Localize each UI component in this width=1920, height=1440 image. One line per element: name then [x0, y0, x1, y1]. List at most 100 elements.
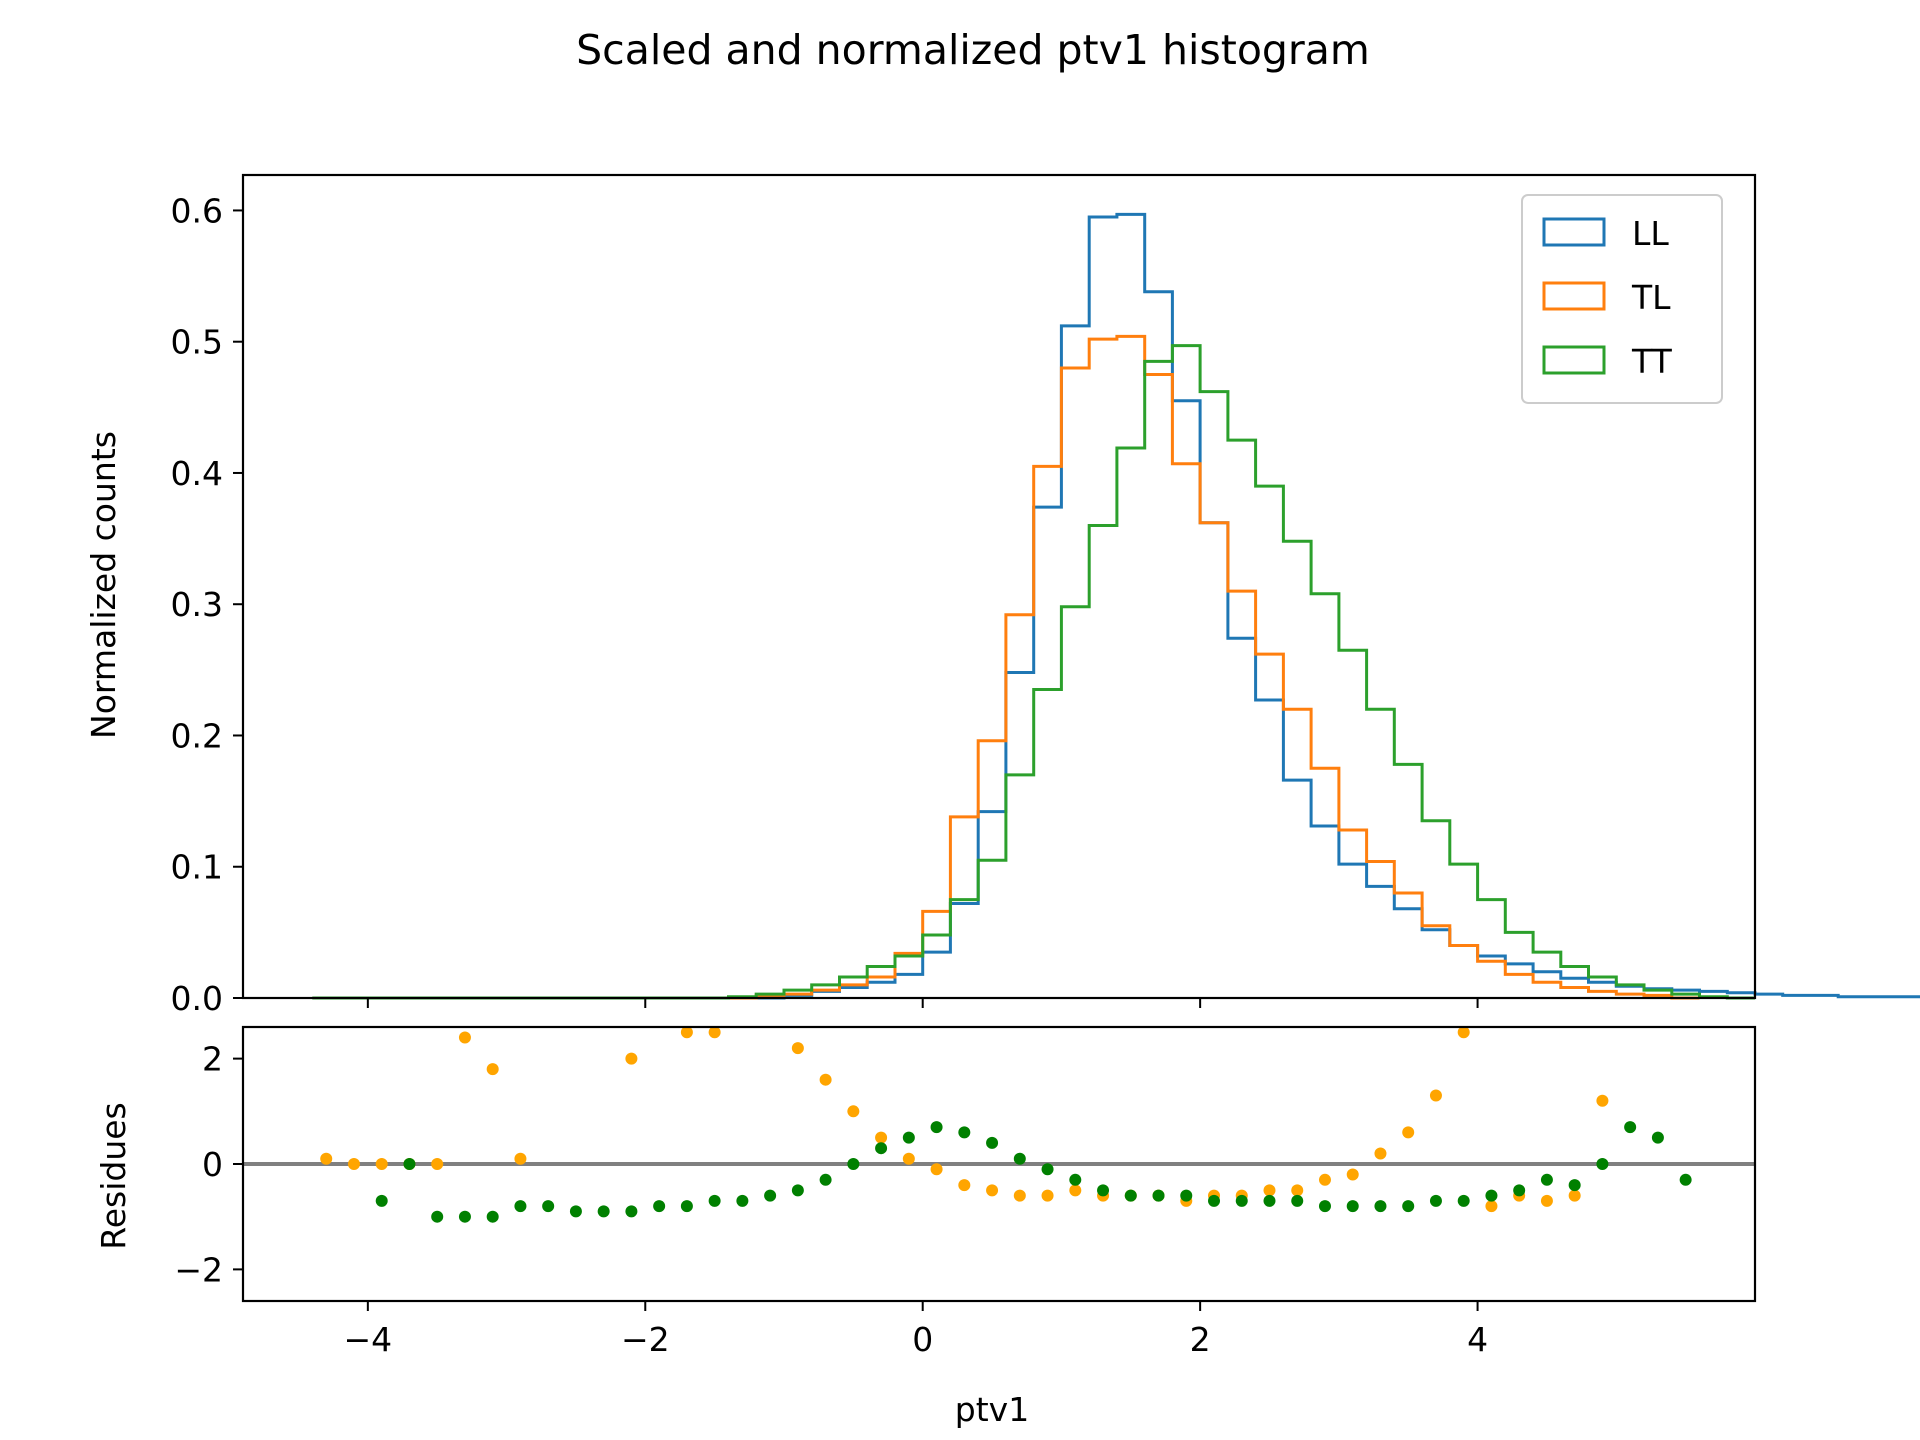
legend-label-tt: TT — [1631, 342, 1673, 381]
residue-point — [375, 1158, 388, 1170]
residues-axis-ticks: −2 0 2 −4 −2 0 2 4 — [174, 1040, 1488, 1359]
residue-point — [625, 1052, 638, 1065]
legend-swatch-ll — [1542, 217, 1606, 247]
x-axis-label: ptv1 — [955, 1390, 1029, 1429]
residue-point — [1429, 1089, 1442, 1102]
residue-point — [1013, 1189, 1026, 1202]
residue-point — [986, 1136, 999, 1149]
histogram-y-tick-label: 0.2 — [171, 716, 223, 755]
residue-point — [847, 1105, 860, 1118]
legend-label-ll: LL — [1632, 214, 1669, 253]
residue-point — [1679, 1173, 1692, 1186]
residue-point — [1596, 1158, 1609, 1170]
residue-point — [1540, 1173, 1553, 1186]
residue-point — [458, 1210, 471, 1223]
residue-point — [1540, 1194, 1553, 1207]
residue-point — [764, 1189, 777, 1202]
residue-point — [1457, 1027, 1470, 1039]
residue-point — [1097, 1184, 1110, 1197]
residue-point — [902, 1152, 915, 1165]
residue-point — [653, 1200, 666, 1213]
histogram-y-tick-label: 0.0 — [171, 979, 223, 1018]
residues-y-tick-label: −2 — [174, 1250, 223, 1289]
residue-point — [791, 1184, 804, 1197]
residue-point — [1374, 1200, 1387, 1213]
histogram-axes-frame — [241, 173, 1757, 1000]
residue-point — [930, 1121, 943, 1134]
histogram-panel: 0.00.10.20.30.40.50.6 Normalized counts … — [84, 173, 1920, 1018]
residue-point — [736, 1194, 749, 1207]
residue-point — [597, 1205, 610, 1218]
histogram-axis-ticks: 0.0 0.1 0.2 0.3 0.4 0.5 0.6 — [171, 191, 1479, 1018]
residue-point — [347, 1158, 360, 1170]
residue-point — [958, 1179, 971, 1192]
legend: LL TL TT — [1521, 194, 1723, 404]
residue-point — [1568, 1189, 1581, 1202]
residue-point — [542, 1200, 555, 1213]
residue-point — [708, 1194, 721, 1207]
residues-points — [243, 1027, 1755, 1223]
residue-point — [1318, 1200, 1331, 1213]
residue-point — [1596, 1094, 1609, 1107]
residues-y-tick-label: 0 — [202, 1145, 223, 1184]
residue-point — [1013, 1152, 1026, 1165]
residue-point — [680, 1200, 693, 1213]
residue-point — [1651, 1131, 1664, 1144]
residue-point — [1069, 1184, 1082, 1197]
residue-point — [958, 1126, 971, 1139]
residue-point — [1513, 1184, 1526, 1197]
histogram-y-tick-label: 0.4 — [171, 454, 223, 493]
residue-point — [847, 1158, 860, 1170]
residue-point — [902, 1131, 915, 1144]
residues-x-tick-label: −2 — [621, 1320, 670, 1359]
residue-point — [431, 1158, 444, 1170]
residue-point — [1429, 1194, 1442, 1207]
residue-point — [1402, 1200, 1415, 1213]
histogram-y-axis-label: Normalized counts — [84, 431, 123, 739]
residue-point — [986, 1184, 999, 1197]
residue-point — [1208, 1194, 1221, 1207]
histogram-y-tick-label: 0.1 — [171, 848, 223, 887]
residue-point — [569, 1205, 582, 1218]
residue-point — [1041, 1189, 1054, 1202]
residue-point — [1568, 1179, 1581, 1192]
residue-point — [1374, 1147, 1387, 1160]
residue-point — [1457, 1194, 1470, 1207]
residue-point — [486, 1210, 499, 1223]
residue-point — [930, 1163, 943, 1176]
residue-point — [1318, 1173, 1331, 1186]
residue-point — [680, 1027, 693, 1039]
residue-point — [875, 1131, 888, 1144]
residues-plot-area — [243, 1027, 1755, 1223]
residue-point — [375, 1194, 388, 1207]
residue-point — [458, 1031, 471, 1044]
legend-swatch-tl — [1542, 281, 1606, 311]
residue-point — [625, 1205, 638, 1218]
histogram-y-tick-label: 0.6 — [171, 191, 223, 230]
legend-box — [1521, 194, 1723, 404]
residue-point — [1485, 1189, 1498, 1202]
residue-point — [514, 1200, 527, 1213]
residue-point — [1485, 1200, 1498, 1213]
residues-axes-frame — [241, 1025, 1757, 1303]
histogram-y-tick-label: 0.3 — [171, 585, 223, 624]
residue-point — [1346, 1200, 1359, 1213]
residue-point — [1152, 1189, 1165, 1202]
residues-x-tick-label: 4 — [1467, 1320, 1488, 1359]
residue-point — [514, 1152, 527, 1165]
residue-point — [1291, 1194, 1304, 1207]
residue-point — [486, 1063, 499, 1076]
residue-point — [1346, 1168, 1359, 1181]
residues-x-tick-label: 0 — [912, 1320, 933, 1359]
residue-point — [819, 1173, 832, 1186]
residue-point — [431, 1210, 444, 1223]
residues-x-tick-label: 2 — [1190, 1320, 1211, 1359]
residue-point — [875, 1142, 888, 1155]
residue-point — [1263, 1184, 1276, 1197]
residue-point — [1069, 1173, 1082, 1186]
residues-y-axis-label: Residues — [94, 1102, 133, 1249]
residue-point — [1235, 1194, 1248, 1207]
residue-point — [1263, 1194, 1276, 1207]
residues-y-tick-label: 2 — [202, 1040, 223, 1079]
